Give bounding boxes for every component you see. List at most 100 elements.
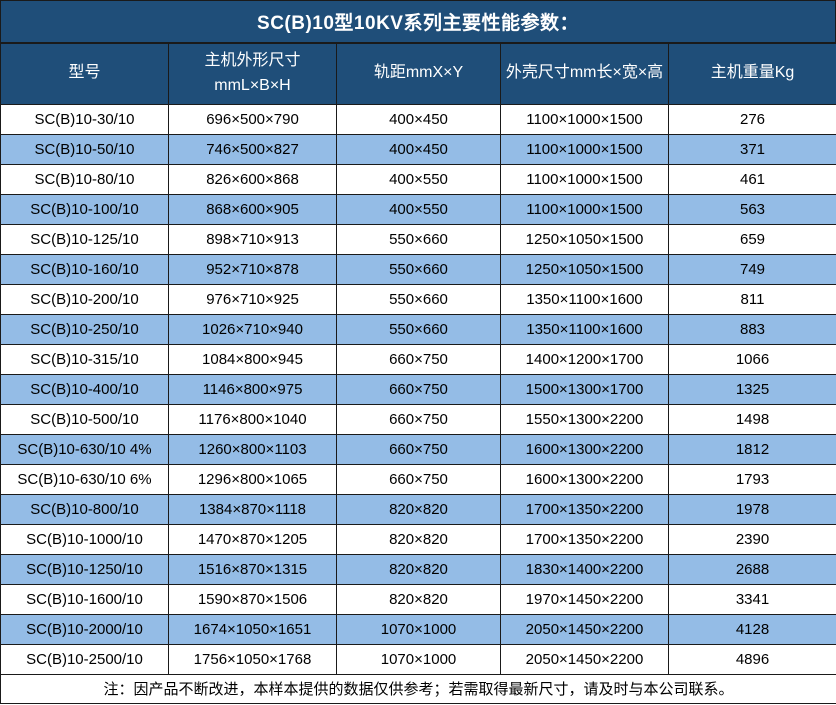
- table-footer: 注：因产品不断改进，本样本提供的数据仅供参考；若需取得最新尺寸，请及时与本公司联…: [0, 673, 836, 704]
- cell-unit-dimensions: 1026×710×940: [168, 313, 337, 345]
- cell-shell-size: 1250×1050×1500: [500, 253, 669, 285]
- cell-weight: 4896: [668, 643, 836, 675]
- cell-unit-dimensions: 1146×800×975: [168, 373, 337, 405]
- page-title: SC(B)10型10KV系列主要性能参数：: [0, 0, 836, 42]
- table-row: SC(B)10-250/10 1026×710×940 550×660 1350…: [0, 313, 836, 345]
- cell-unit-dimensions: 1176×800×1040: [168, 403, 337, 435]
- cell-rail-gauge: 660×750: [336, 373, 501, 405]
- cell-unit-dimensions: 746×500×827: [168, 133, 337, 165]
- cell-weight: 1978: [668, 493, 836, 525]
- cell-model: SC(B)10-1250/10: [0, 553, 169, 585]
- table-row: SC(B)10-125/10 898×710×913 550×660 1250×…: [0, 223, 836, 255]
- cell-shell-size: 1100×1000×1500: [500, 103, 669, 135]
- cell-weight: 2390: [668, 523, 836, 555]
- cell-weight: 461: [668, 163, 836, 195]
- cell-weight: 1498: [668, 403, 836, 435]
- cell-model: SC(B)10-2000/10: [0, 613, 169, 645]
- table-row: SC(B)10-1250/10 1516×870×1315 820×820 18…: [0, 553, 836, 585]
- column-header-rail-gauge: 轨距mmX×Y: [336, 42, 501, 105]
- cell-shell-size: 2050×1450×2200: [500, 613, 669, 645]
- cell-weight: 811: [668, 283, 836, 315]
- cell-weight: 2688: [668, 553, 836, 585]
- cell-rail-gauge: 400×550: [336, 193, 501, 225]
- cell-rail-gauge: 400×450: [336, 133, 501, 165]
- table-row: SC(B)10-2500/10 1756×1050×1768 1070×1000…: [0, 643, 836, 675]
- cell-rail-gauge: 550×660: [336, 223, 501, 255]
- cell-unit-dimensions: 868×600×905: [168, 193, 337, 225]
- cell-weight: 883: [668, 313, 836, 345]
- cell-unit-dimensions: 1590×870×1506: [168, 583, 337, 615]
- cell-unit-dimensions: 976×710×925: [168, 283, 337, 315]
- cell-model: SC(B)10-800/10: [0, 493, 169, 525]
- cell-shell-size: 1550×1300×2200: [500, 403, 669, 435]
- cell-weight: 276: [668, 103, 836, 135]
- cell-rail-gauge: 660×750: [336, 403, 501, 435]
- cell-rail-gauge: 1070×1000: [336, 643, 501, 675]
- cell-unit-dimensions: 1384×870×1118: [168, 493, 337, 525]
- cell-shell-size: 1100×1000×1500: [500, 163, 669, 195]
- cell-shell-size: 1400×1200×1700: [500, 343, 669, 375]
- cell-unit-dimensions: 826×600×868: [168, 163, 337, 195]
- cell-weight: 563: [668, 193, 836, 225]
- cell-shell-size: 1600×1300×2200: [500, 433, 669, 465]
- cell-model: SC(B)10-160/10: [0, 253, 169, 285]
- cell-model: SC(B)10-80/10: [0, 163, 169, 195]
- cell-model: SC(B)10-315/10: [0, 343, 169, 375]
- cell-model: SC(B)10-250/10: [0, 313, 169, 345]
- table-body: SC(B)10-30/10 696×500×790 400×450 1100×1…: [0, 103, 836, 675]
- cell-shell-size: 2050×1450×2200: [500, 643, 669, 675]
- cell-model: SC(B)10-1000/10: [0, 523, 169, 555]
- cell-shell-size: 1700×1350×2200: [500, 493, 669, 525]
- cell-shell-size: 1350×1100×1600: [500, 313, 669, 345]
- cell-model: SC(B)10-30/10: [0, 103, 169, 135]
- cell-unit-dimensions: 898×710×913: [168, 223, 337, 255]
- cell-model: SC(B)10-125/10: [0, 223, 169, 255]
- cell-shell-size: 1100×1000×1500: [500, 133, 669, 165]
- cell-unit-dimensions: 696×500×790: [168, 103, 337, 135]
- cell-rail-gauge: 820×820: [336, 553, 501, 585]
- cell-weight: 1066: [668, 343, 836, 375]
- table-row: SC(B)10-1600/10 1590×870×1506 820×820 19…: [0, 583, 836, 615]
- table-row: SC(B)10-800/10 1384×870×1118 820×820 170…: [0, 493, 836, 525]
- cell-rail-gauge: 820×820: [336, 523, 501, 555]
- cell-rail-gauge: 820×820: [336, 493, 501, 525]
- cell-weight: 4128: [668, 613, 836, 645]
- table-row: SC(B)10-80/10 826×600×868 400×550 1100×1…: [0, 163, 836, 195]
- cell-unit-dimensions: 1296×800×1065: [168, 463, 337, 495]
- cell-unit-dimensions: 1516×870×1315: [168, 553, 337, 585]
- cell-shell-size: 1600×1300×2200: [500, 463, 669, 495]
- cell-unit-dimensions: 1260×800×1103: [168, 433, 337, 465]
- cell-unit-dimensions: 1674×1050×1651: [168, 613, 337, 645]
- cell-shell-size: 1100×1000×1500: [500, 193, 669, 225]
- table-row: SC(B)10-2000/10 1674×1050×1651 1070×1000…: [0, 613, 836, 645]
- table-row: SC(B)10-100/10 868×600×905 400×550 1100×…: [0, 193, 836, 225]
- column-header-weight: 主机重量Kg: [668, 42, 836, 105]
- cell-rail-gauge: 660×750: [336, 343, 501, 375]
- cell-shell-size: 1830×1400×2200: [500, 553, 669, 585]
- cell-rail-gauge: 550×660: [336, 313, 501, 345]
- table-row: SC(B)10-160/10 952×710×878 550×660 1250×…: [0, 253, 836, 285]
- cell-weight: 371: [668, 133, 836, 165]
- cell-unit-dimensions: 1470×870×1205: [168, 523, 337, 555]
- table-row: SC(B)10-630/10 6% 1296×800×1065 660×750 …: [0, 463, 836, 495]
- cell-model: SC(B)10-400/10: [0, 373, 169, 405]
- cell-model: SC(B)10-2500/10: [0, 643, 169, 675]
- footnote: 注：因产品不断改进，本样本提供的数据仅供参考；若需取得最新尺寸，请及时与本公司联…: [0, 673, 836, 704]
- cell-shell-size: 1700×1350×2200: [500, 523, 669, 555]
- cell-shell-size: 1970×1450×2200: [500, 583, 669, 615]
- cell-rail-gauge: 550×660: [336, 253, 501, 285]
- table-row: SC(B)10-500/10 1176×800×1040 660×750 155…: [0, 403, 836, 435]
- cell-rail-gauge: 1070×1000: [336, 613, 501, 645]
- cell-model: SC(B)10-630/10 4%: [0, 433, 169, 465]
- column-header-model: 型号: [0, 42, 169, 105]
- cell-rail-gauge: 660×750: [336, 433, 501, 465]
- column-header-unit-dimensions: 主机外形尺寸 mmL×B×H: [168, 42, 337, 105]
- cell-model: SC(B)10-50/10: [0, 133, 169, 165]
- cell-shell-size: 1350×1100×1600: [500, 283, 669, 315]
- table-row: SC(B)10-1000/10 1470×870×1205 820×820 17…: [0, 523, 836, 555]
- cell-weight: 1793: [668, 463, 836, 495]
- table-header: 型号 主机外形尺寸 mmL×B×H 轨距mmX×Y 外壳尺寸mm长×宽×高 主机…: [0, 42, 836, 105]
- cell-weight: 749: [668, 253, 836, 285]
- cell-model: SC(B)10-1600/10: [0, 583, 169, 615]
